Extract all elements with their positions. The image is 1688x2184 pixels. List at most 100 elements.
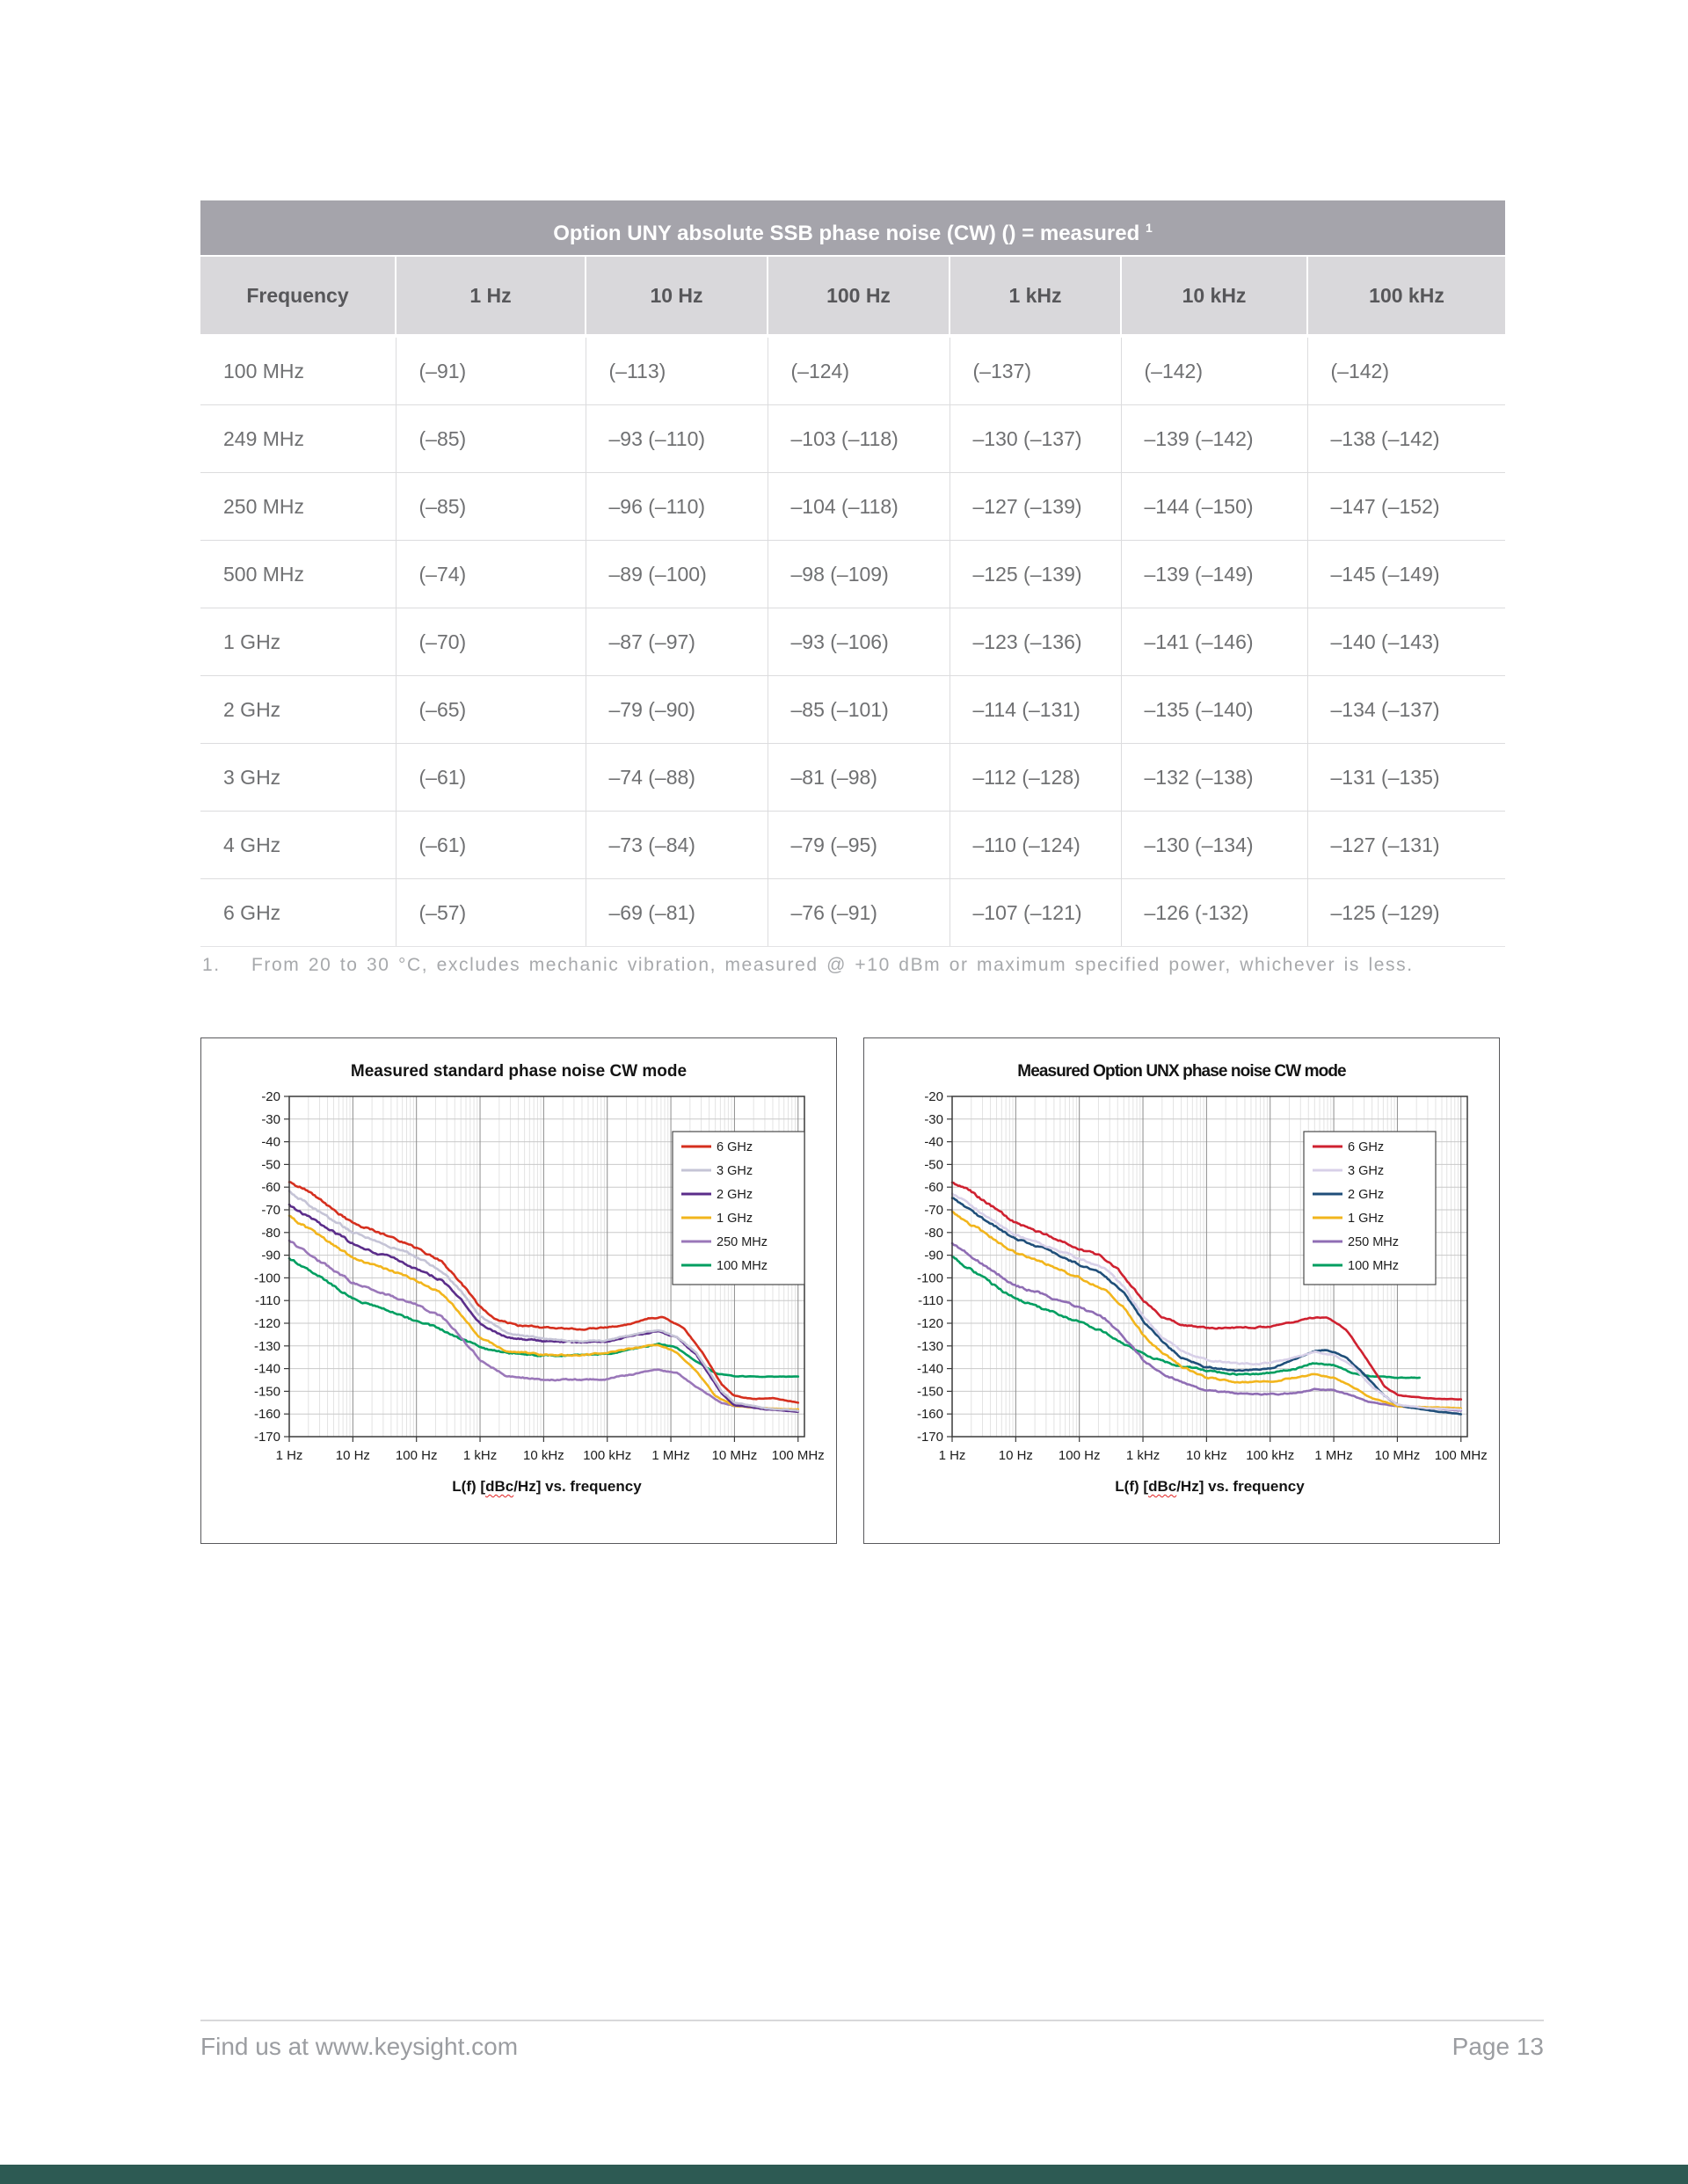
table-cell: –96 (–110) xyxy=(585,472,768,541)
chart-standard-phase-noise: Measured standard phase noise CW mode -2… xyxy=(200,1037,837,1544)
table-cell: 249 MHz xyxy=(200,404,397,473)
chart-plot-area: -20 -30 -40 -50 -60 -70 -80 -90 -100 -110 -120 -130… xyxy=(254,1089,825,1463)
svg-text:1 GHz: 1 GHz xyxy=(1348,1212,1384,1226)
svg-text:10 kHz: 10 kHz xyxy=(523,1448,564,1463)
table-cell: (–85) xyxy=(395,404,586,473)
table-cell: –107 (–121) xyxy=(949,878,1122,947)
svg-text:-80: -80 xyxy=(924,1226,943,1241)
table-cell: 500 MHz xyxy=(200,540,397,608)
table-cell: –141 (–146) xyxy=(1120,608,1308,676)
svg-text:10 Hz: 10 Hz xyxy=(336,1448,370,1463)
svg-text:-110: -110 xyxy=(255,1293,280,1308)
footer-link[interactable]: Find us at www.keysight.com xyxy=(200,2033,519,2060)
table-cell: –131 (–135) xyxy=(1306,743,1505,812)
svg-text:100 MHz: 100 MHz xyxy=(772,1448,825,1463)
svg-text:-90: -90 xyxy=(261,1249,280,1263)
table-row: 100 MHz (–91) (–113) (–124) (–137) (–142) (–14… xyxy=(200,335,1505,405)
svg-text:-60: -60 xyxy=(261,1180,280,1195)
caption-suffix: /Hz] vs. frequency xyxy=(1176,1478,1305,1495)
table-cell: –110 (–124) xyxy=(949,811,1122,879)
svg-text:-120: -120 xyxy=(917,1316,943,1331)
table-cell: 1 GHz xyxy=(200,608,397,676)
table-cell: –125 (–139) xyxy=(949,540,1122,608)
table-cell: –130 (–137) xyxy=(949,404,1122,473)
table-cell: –79 (–95) xyxy=(767,811,950,879)
svg-text:-100: -100 xyxy=(917,1270,943,1285)
svg-text:-150: -150 xyxy=(917,1384,943,1399)
table-cell: (–57) xyxy=(395,878,586,947)
chart-option-unx-phase-noise: Measured Option UNX phase noise CW mode … xyxy=(863,1037,1500,1544)
svg-text:100 Hz: 100 Hz xyxy=(1059,1448,1101,1463)
table-cell: (–142) xyxy=(1306,335,1505,405)
footer-divider xyxy=(200,2020,1544,2021)
svg-text:3 GHz: 3 GHz xyxy=(717,1164,753,1178)
table-cell: –87 (–97) xyxy=(585,608,768,676)
table-cell: –134 (–137) xyxy=(1306,675,1505,744)
svg-text:10 kHz: 10 kHz xyxy=(1186,1448,1227,1463)
svg-text:6 GHz: 6 GHz xyxy=(717,1140,753,1154)
svg-text:-60: -60 xyxy=(924,1180,943,1195)
table-row: 250 MHz (–85) –96 (–110) –104 (–118) –127 (–… xyxy=(200,472,1505,541)
svg-text:-100: -100 xyxy=(254,1270,280,1285)
svg-text:-20: -20 xyxy=(924,1089,943,1104)
table-cell: –132 (–138) xyxy=(1120,743,1308,812)
table-cell: 2 GHz xyxy=(200,675,397,744)
svg-text:100 kHz: 100 kHz xyxy=(583,1448,631,1463)
table-header-cell: 10 Hz xyxy=(585,255,768,338)
table-cell: –85 (–101) xyxy=(767,675,950,744)
table-cell: 3 GHz xyxy=(200,743,397,812)
table-cell: –138 (–142) xyxy=(1306,404,1505,473)
svg-text:100 MHz: 100 MHz xyxy=(717,1259,768,1273)
table-cell: –79 (–90) xyxy=(585,675,768,744)
table-header-cell: Frequency xyxy=(200,255,396,338)
svg-text:-160: -160 xyxy=(917,1407,943,1422)
svg-text:1 Hz: 1 Hz xyxy=(276,1448,303,1463)
svg-text:-110: -110 xyxy=(918,1293,943,1308)
svg-text:1 Hz: 1 Hz xyxy=(939,1448,966,1463)
svg-text:3 GHz: 3 GHz xyxy=(1348,1164,1384,1178)
table-cell: –139 (–142) xyxy=(1120,404,1308,473)
svg-text:-170: -170 xyxy=(917,1430,943,1445)
svg-text:-140: -140 xyxy=(917,1362,943,1377)
table-cell: 100 MHz xyxy=(200,335,397,405)
svg-text:-70: -70 xyxy=(924,1203,943,1218)
chart-title: Measured Option UNX phase noise CW mode xyxy=(1017,1062,1346,1081)
svg-text:10 MHz: 10 MHz xyxy=(1375,1448,1421,1463)
svg-text:-50: -50 xyxy=(924,1157,943,1172)
caption-dbc: dBc xyxy=(1148,1478,1177,1495)
table-cell: 250 MHz xyxy=(200,472,397,541)
svg-text:2 GHz: 2 GHz xyxy=(1348,1188,1384,1202)
table-cell: –81 (–98) xyxy=(767,743,950,812)
table-cell: 4 GHz xyxy=(200,811,397,879)
table-header-cell: 100 kHz xyxy=(1306,255,1505,338)
table-cell: –126 (-132) xyxy=(1120,878,1308,947)
table-header-cell: 1 Hz xyxy=(395,255,586,338)
table-cell: –144 (–150) xyxy=(1120,472,1308,541)
table-header-row: Frequency 1 Hz 10 Hz 100 Hz 1 kHz 10 kHz 100 k… xyxy=(200,255,1505,338)
table-cell: –125 (–129) xyxy=(1306,878,1505,947)
caption-suffix: /Hz] vs. frequency xyxy=(513,1478,642,1495)
table-cell: –74 (–88) xyxy=(585,743,768,812)
table-cell: –147 (–152) xyxy=(1306,472,1505,541)
table-cell: –123 (–136) xyxy=(949,608,1122,676)
svg-text:1 kHz: 1 kHz xyxy=(463,1448,497,1463)
svg-text:-80: -80 xyxy=(261,1226,280,1241)
svg-text:-130: -130 xyxy=(917,1339,943,1354)
table-cell: –145 (–149) xyxy=(1306,540,1505,608)
svg-text:-160: -160 xyxy=(254,1407,280,1422)
table-cell: (–91) xyxy=(395,335,586,405)
table-cell: –98 (–109) xyxy=(767,540,950,608)
table-header-cell: 10 kHz xyxy=(1120,255,1307,338)
svg-text:2 GHz: 2 GHz xyxy=(717,1188,753,1202)
table-cell: –69 (–81) xyxy=(585,878,768,947)
svg-text:-40: -40 xyxy=(924,1135,943,1150)
svg-text:250 MHz: 250 MHz xyxy=(1348,1235,1399,1249)
svg-text:-140: -140 xyxy=(254,1362,280,1377)
spec-table-section: Option UNY absolute SSB phase noise (CW)… xyxy=(200,200,1505,947)
table-row: 249 MHz (–85) –93 (–110) –103 (–118) –130 (–… xyxy=(200,404,1505,473)
table-cell: –73 (–84) xyxy=(585,811,768,879)
table-cell: (–137) xyxy=(949,335,1122,405)
svg-text:10 Hz: 10 Hz xyxy=(999,1448,1033,1463)
table-row: 3 GHz (–61) –74 (–88) –81 (–98) –112 (–128) –… xyxy=(200,743,1505,812)
